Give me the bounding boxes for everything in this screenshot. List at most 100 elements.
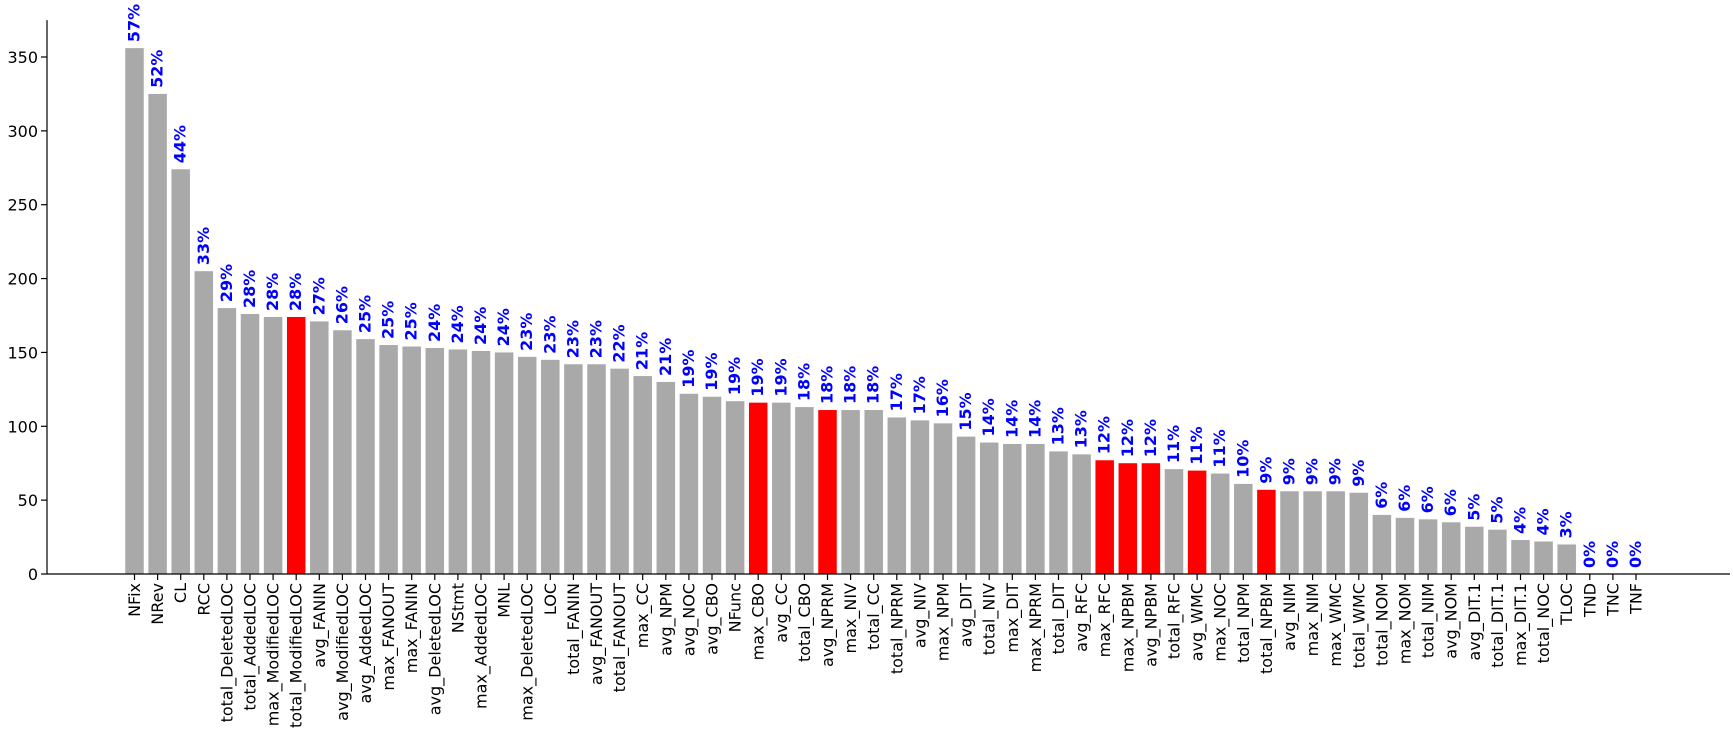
- x-tick-label: total_DIT.1: [1488, 583, 1508, 668]
- bar-value-label: 14%: [1002, 400, 1021, 438]
- bar-value-label: 16%: [933, 379, 952, 417]
- bar-total_NOM: [1372, 514, 1392, 574]
- bar-value-label: 52%: [148, 50, 167, 88]
- bar-avg_FANOUT: [587, 364, 606, 574]
- bar-value-label: 26%: [332, 286, 351, 324]
- bar-value-label: 24%: [471, 307, 490, 345]
- bar-avg_DeletedLOC: [425, 347, 445, 574]
- bar-max_RFC: [1095, 460, 1114, 574]
- bar-total_CBO: [795, 407, 814, 574]
- bar-MNL: [494, 352, 514, 574]
- bar-max_ModifiedLOC: [263, 316, 283, 574]
- bar-avg_NOM: [1441, 522, 1461, 574]
- x-tick-label: avg_DIT: [957, 583, 977, 647]
- bar-value-label: 9%: [1326, 458, 1345, 485]
- bar-total_NPM: [1234, 483, 1253, 574]
- bar-max_FANIN: [402, 346, 421, 574]
- bar-total_ModifiedLOC: [286, 316, 306, 574]
- bar-value-label: 27%: [309, 277, 328, 315]
- x-tick-label: TNF: [1627, 583, 1646, 615]
- x-tick-label: avg_RFC: [1072, 583, 1092, 652]
- bar-value-label: 19%: [748, 358, 767, 396]
- bar-value-label: 9%: [1303, 458, 1322, 485]
- x-tick-label: NFunc: [726, 583, 745, 632]
- x-tick-label: max_RFC: [1095, 583, 1115, 657]
- bar-RCC: [194, 271, 214, 574]
- x-tick-label: avg_DIT.1: [1465, 583, 1485, 661]
- bar-value-label: 24%: [494, 308, 513, 346]
- x-tick-label: total_CBO: [795, 583, 815, 662]
- bar-value-label: 23%: [517, 313, 536, 351]
- bar-value-label: 4%: [1511, 507, 1530, 534]
- bar-value-label: 12%: [1118, 419, 1137, 457]
- percentage-labels: 57%52%44%33%29% 28% 28% 28% 27% 26% 25% 25% 25% 2…: [125, 4, 1646, 568]
- x-tick-label: avg_AddedLOC: [356, 583, 376, 704]
- bar-value-label: 0%: [1626, 541, 1645, 568]
- x-tick-label: avg_NIV: [910, 583, 930, 648]
- x-tick-label: max_WMC: [1326, 583, 1346, 667]
- bar-value-label: 12%: [1095, 416, 1114, 454]
- y-tick-label: 150: [7, 343, 38, 362]
- bar-value-label: 0%: [1603, 541, 1622, 568]
- x-tick-label: avg_NPBM: [1141, 583, 1161, 667]
- x-tick-label: max_NOM: [1396, 583, 1416, 664]
- bar-total_WMC: [1349, 492, 1369, 574]
- x-tick-label: NStmt: [448, 583, 467, 633]
- x-tick-label: total_NOM: [1372, 583, 1392, 666]
- x-tick-label: CL: [171, 583, 190, 603]
- bar-value-label: 25%: [356, 295, 375, 333]
- y-tick-label: 50: [18, 491, 38, 510]
- y-tick-label: 0: [28, 565, 38, 584]
- bar-value-label: 4%: [1534, 508, 1553, 535]
- bar-value-label: 17%: [887, 373, 906, 411]
- x-tick-label: avg_NPM: [656, 583, 676, 656]
- bar-max_NIV: [841, 410, 860, 574]
- x-tick-label: MNL: [495, 583, 514, 618]
- bar-value-label: 14%: [979, 398, 998, 436]
- bar-value-label: 28%: [286, 273, 305, 311]
- bar-value-label: 25%: [379, 301, 398, 339]
- bar-total_NIV: [979, 442, 999, 574]
- x-tick-label: TND: [1580, 583, 1599, 618]
- bar-max_DeletedLOC: [517, 356, 537, 574]
- x-tick-label: NRev: [148, 583, 167, 625]
- bar-avg_NPM: [656, 381, 676, 574]
- bar-value-label: 44%: [171, 125, 190, 163]
- bar-value-label: 21%: [656, 338, 675, 376]
- bar-total_NIM: [1418, 519, 1438, 574]
- x-tick-label: total_DIT: [1049, 583, 1069, 655]
- x-tick-label: avg_FANIN: [310, 583, 330, 668]
- bar-TLOC: [1557, 544, 1576, 574]
- bar-avg_NIM: [1280, 491, 1299, 574]
- x-tick-label: max_FANIN: [402, 583, 422, 673]
- bar-value-label: 14%: [1025, 400, 1044, 438]
- bar-value-label: 9%: [1349, 460, 1368, 487]
- y-tick-label: 300: [7, 122, 38, 141]
- x-tick-label: total_RFC: [1165, 583, 1185, 659]
- bar-value-label: 11%: [1164, 425, 1183, 463]
- bar-total_FANOUT: [610, 368, 629, 574]
- x-tick-label: NFix: [125, 583, 144, 617]
- bar-value-label: 24%: [425, 304, 444, 342]
- bar-value-label: 5%: [1487, 497, 1506, 524]
- bar-value-label: 6%: [1418, 486, 1437, 513]
- x-tick-label: max_CBO: [749, 583, 769, 660]
- bar-avg_FANIN: [310, 321, 329, 574]
- bar-avg_CBO: [702, 396, 722, 574]
- x-tick-label: TLOC: [1557, 583, 1576, 626]
- x-tick-label: max_FANOUT: [379, 583, 399, 691]
- bar-value-label: 9%: [1256, 457, 1275, 484]
- bar-value-label: 33%: [194, 227, 213, 265]
- x-tick-label: avg_FANOUT: [587, 583, 607, 685]
- bar-value-label: 15%: [956, 392, 975, 430]
- bar-total_CC: [864, 410, 883, 574]
- bar-max_NPRM: [1026, 444, 1045, 574]
- bar-max_FANOUT: [379, 345, 398, 574]
- bar-avg_CC: [772, 402, 791, 574]
- x-tick-label: avg_DeletedLOC: [425, 583, 445, 715]
- x-tick-label: max_NIM: [1303, 583, 1323, 656]
- x-axis: NFix NRev CL RCC total_DeletedLOC total_Added…: [47, 573, 1730, 728]
- bar-value-label: 18%: [841, 366, 860, 404]
- bar-avg_NOC: [679, 393, 699, 574]
